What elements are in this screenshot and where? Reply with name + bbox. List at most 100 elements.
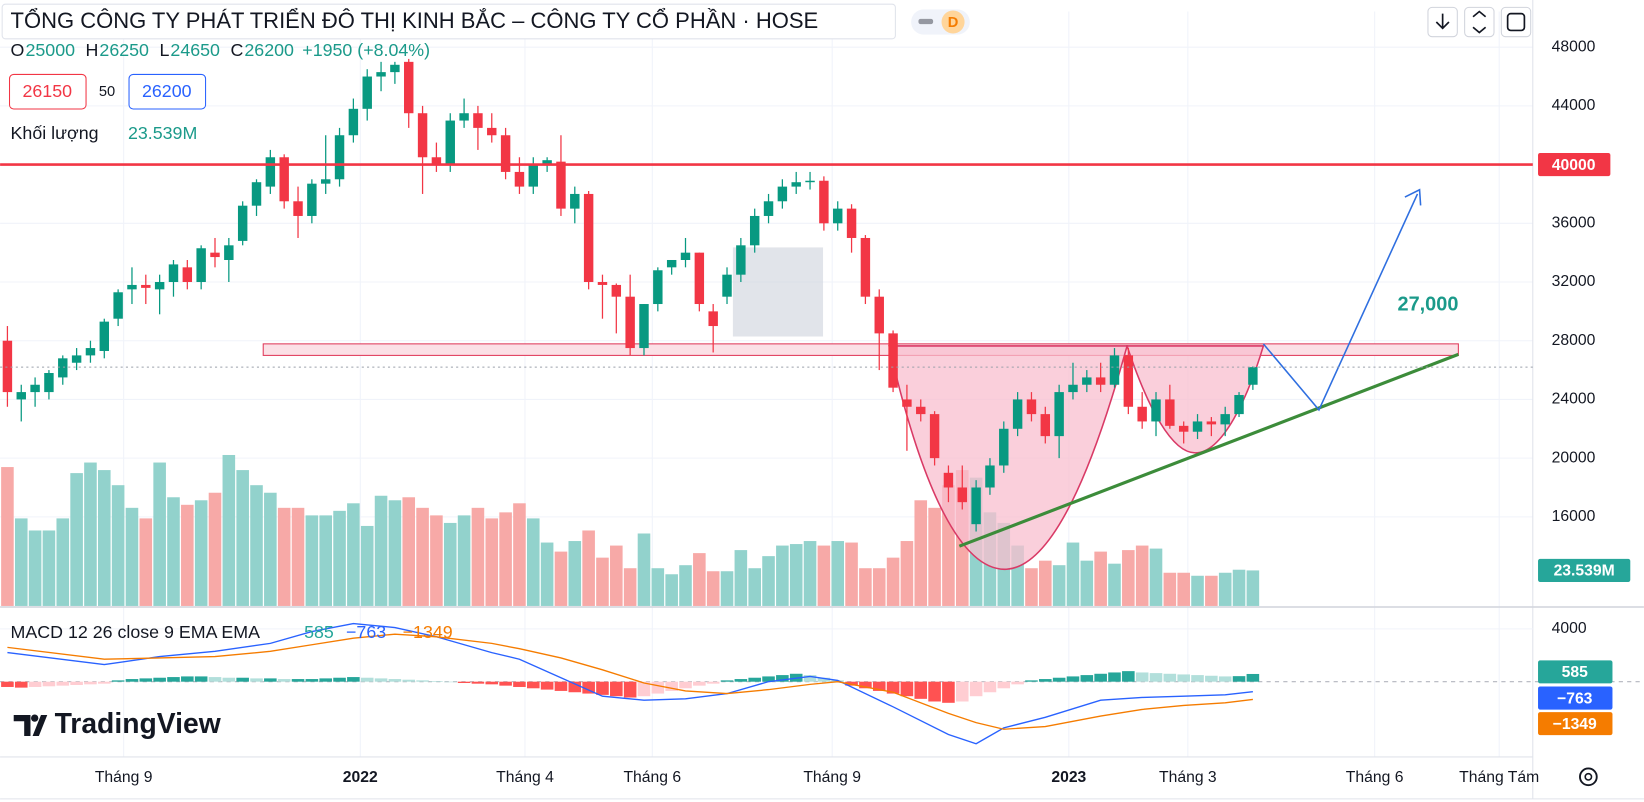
candle-body <box>570 193 580 209</box>
candle-body <box>556 161 566 209</box>
candle-body <box>763 201 774 216</box>
macd-histogram-bar <box>623 681 637 698</box>
arrow-icon <box>1435 13 1450 30</box>
macd-pane <box>0 622 1644 745</box>
macd-histogram-bar <box>568 681 582 693</box>
candle-body <box>1220 414 1230 425</box>
volume-bar <box>665 574 678 606</box>
candle-body <box>805 180 815 183</box>
candle-body <box>902 399 912 407</box>
candle-body <box>1095 377 1106 385</box>
bid-price: 26150 <box>22 81 72 101</box>
macd-histogram-bar <box>526 681 540 689</box>
brand-logo-dot <box>31 714 39 722</box>
signal-line-readout: −1349 <box>403 622 453 642</box>
candle-body <box>16 392 26 400</box>
macd-histogram-bar <box>139 678 153 682</box>
macd-histogram-bar <box>1177 674 1190 682</box>
macd-histogram-bar <box>84 681 97 685</box>
volume-bar <box>388 500 402 606</box>
expand-icon <box>1472 10 1487 34</box>
volume-bar <box>582 530 595 606</box>
volume-bar <box>14 518 28 606</box>
volume-bar <box>443 522 457 606</box>
volume-bar <box>28 530 42 606</box>
volume-bar <box>526 518 540 606</box>
macd-histogram-bar <box>1122 671 1135 682</box>
histogram-tag <box>1538 660 1613 684</box>
volume-bar <box>872 568 886 606</box>
volume-bar <box>720 571 734 606</box>
volume-bar <box>886 557 900 606</box>
expand-button[interactable] <box>1464 6 1495 38</box>
candle-body <box>1109 355 1120 385</box>
volume-bar <box>596 557 609 606</box>
y-tick-label: 20000 <box>1552 449 1596 466</box>
fullscreen-button[interactable] <box>1500 6 1532 38</box>
volume-bar <box>914 500 928 606</box>
volume-bar <box>457 515 471 606</box>
macd-histogram-bar <box>181 676 194 682</box>
macd-histogram-bar <box>388 679 402 682</box>
candle-body <box>1137 406 1147 422</box>
trend-line <box>958 352 1459 548</box>
macd-histogram-bar <box>347 677 360 682</box>
candle-body <box>1026 399 1037 415</box>
settings-button[interactable] <box>1579 767 1598 787</box>
candle-body <box>265 157 276 187</box>
candle-body <box>210 252 220 258</box>
macd-histogram-bar <box>291 679 305 682</box>
volume-bar <box>1191 575 1204 606</box>
volume-bar <box>845 542 858 606</box>
ask-box[interactable] <box>128 73 207 110</box>
volume-bar <box>70 473 83 606</box>
x-tick-label: 2022 <box>343 769 378 786</box>
candle-body <box>1012 399 1023 429</box>
macd-histogram-bar <box>942 681 955 703</box>
candle-body <box>127 284 137 290</box>
candle-body <box>846 208 857 238</box>
macd-histogram-bar <box>333 677 346 682</box>
volume-bar <box>540 542 554 606</box>
volume-legend-name: Khối lượng <box>11 123 99 143</box>
candle-body <box>293 201 303 216</box>
macd-histogram-bar <box>1163 673 1177 682</box>
macd-histogram-bar <box>803 675 817 682</box>
candle-body <box>749 215 760 246</box>
candle-body <box>1082 377 1092 385</box>
volume-bar <box>430 515 443 606</box>
target-annotation: 27,000 <box>1398 293 1459 315</box>
x-tick-label: 2023 <box>1051 769 1086 786</box>
macd-histogram-bar <box>1108 672 1121 682</box>
bid-box[interactable] <box>8 73 87 110</box>
macd-histogram-bar <box>554 681 568 691</box>
candle-body <box>819 180 829 224</box>
candle-body <box>542 160 552 165</box>
candles-layer <box>2 58 1258 532</box>
volume-bar <box>554 551 568 606</box>
candle-body <box>141 284 151 288</box>
volume-bar <box>250 485 263 606</box>
macd-histogram-bar <box>596 681 609 695</box>
macd-histogram-bar <box>14 681 28 688</box>
macd-histogram-bar <box>859 681 872 689</box>
ohlc-value: 26200 <box>244 40 294 60</box>
candle-body <box>1178 425 1189 432</box>
interval-badge[interactable] <box>941 10 965 34</box>
macd-histogram-bar <box>360 677 374 682</box>
candle-body <box>985 465 995 488</box>
fullscreen-icon <box>1506 12 1526 32</box>
volume-bar <box>139 518 153 606</box>
volume-bar <box>776 545 789 606</box>
macd-histogram-bar <box>983 681 997 693</box>
macd-histogram-bar <box>955 681 969 702</box>
macd-histogram-bar <box>499 681 512 686</box>
candle-body <box>666 259 677 268</box>
volume-bar <box>402 497 416 606</box>
candle-body <box>1040 414 1051 437</box>
candle-body <box>791 182 801 187</box>
candle-body <box>1151 399 1161 422</box>
candle-body <box>1206 421 1217 425</box>
macd-title: MACD 12 26 close 9 EMA EMA <box>11 622 261 642</box>
macd-histogram-bar <box>430 681 443 682</box>
